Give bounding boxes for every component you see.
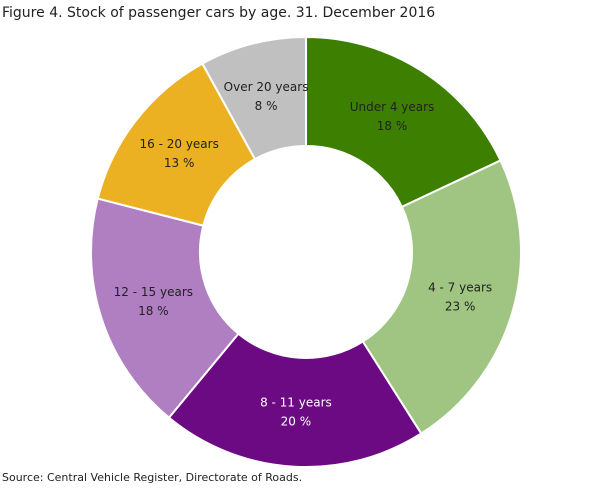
- slice-value-label: 18 %: [138, 304, 169, 318]
- chart-title: Figure 4. Stock of passenger cars by age…: [2, 5, 435, 21]
- slice-label: 8 - 11 years: [260, 396, 332, 410]
- donut-slice: [201, 35, 307, 161]
- slice-label: 16 - 20 years: [140, 137, 219, 151]
- chart-source: Source: Central Vehicle Register, Direct…: [2, 471, 302, 484]
- donut-slice: [305, 35, 502, 209]
- donut-slice: [90, 197, 240, 420]
- donut-slice: [361, 159, 522, 435]
- donut-slice: [167, 332, 423, 468]
- slice-value-label: 18 %: [377, 119, 408, 133]
- slice-label: 4 - 7 years: [428, 280, 492, 294]
- slice-value-label: 13 %: [164, 156, 195, 170]
- slice-label: Under 4 years: [350, 100, 435, 114]
- slice-value-label: 8 %: [255, 99, 278, 113]
- slice-value-label: 23 %: [445, 299, 476, 313]
- slice-value-label: 20 %: [281, 415, 312, 429]
- slice-label: 12 - 15 years: [114, 285, 193, 299]
- slice-label: Over 20 years: [224, 80, 309, 94]
